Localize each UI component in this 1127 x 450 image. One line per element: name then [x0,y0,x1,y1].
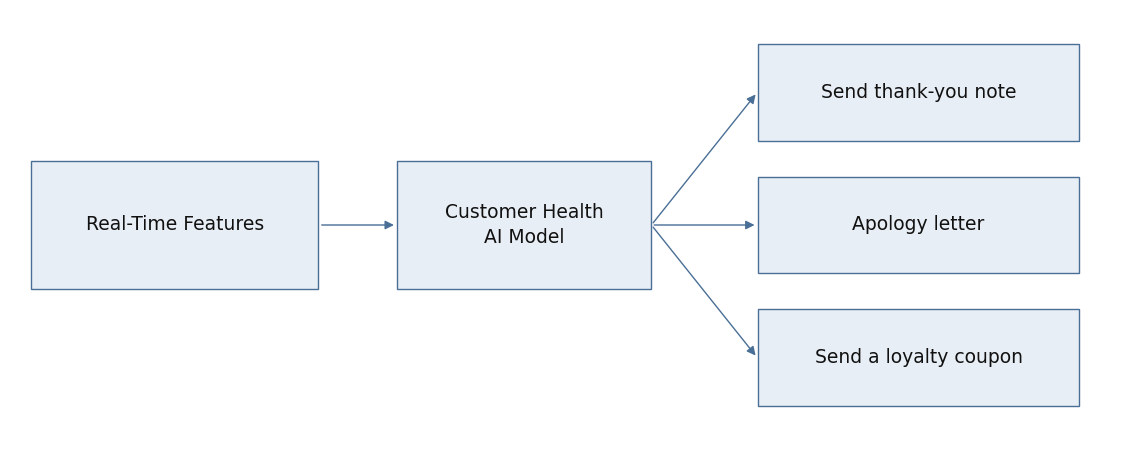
FancyBboxPatch shape [30,161,319,289]
Text: Real-Time Features: Real-Time Features [86,216,264,234]
Text: Customer Health
AI Model: Customer Health AI Model [445,203,603,247]
FancyBboxPatch shape [758,44,1080,140]
Text: Send thank-you note: Send thank-you note [820,83,1017,102]
FancyBboxPatch shape [398,161,651,289]
Text: Apology letter: Apology letter [852,216,985,234]
FancyBboxPatch shape [758,310,1080,406]
Text: Send a loyalty coupon: Send a loyalty coupon [815,348,1022,367]
FancyBboxPatch shape [758,176,1080,273]
